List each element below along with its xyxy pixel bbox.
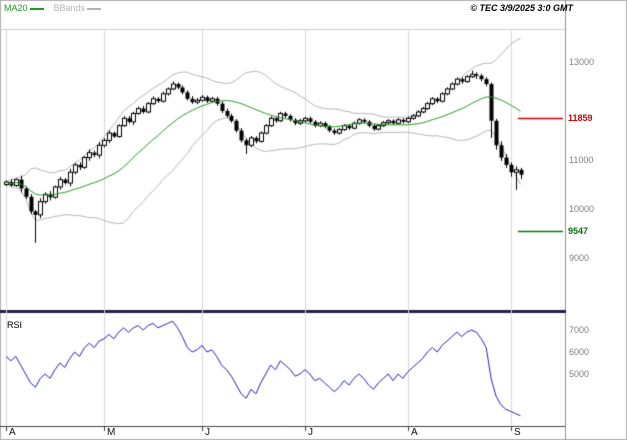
rsi-axis-tick: 6000 <box>569 347 590 357</box>
month-axis-label: A <box>411 427 418 438</box>
legend-item-bbands: BBands <box>54 3 102 14</box>
rsi-axis-tick: 5000 <box>569 369 590 379</box>
chart-legend: MA20 BBands <box>4 3 102 14</box>
month-axis-label: J <box>205 427 210 438</box>
legend-ma20-line-swatch <box>29 7 44 10</box>
legend-item-ma20: MA20 <box>4 3 44 14</box>
resistance-level-label: 11859 <box>568 112 593 123</box>
price-axis-tick: 13000 <box>569 57 595 67</box>
month-axis-label: S <box>514 427 521 438</box>
legend-bbands-label: BBands <box>53 3 86 13</box>
copyright-text: © TEC 3/9/2025 3:0 GMT <box>470 3 573 13</box>
price-axis-tick: 10000 <box>569 204 595 214</box>
rsi-pane-label: RSI <box>7 320 23 330</box>
price-axis-tick: 9000 <box>569 253 590 263</box>
month-axis-label: M <box>107 427 116 438</box>
support-level-label: 9547 <box>568 225 589 236</box>
legend-bbands-line-swatch <box>87 7 102 10</box>
month-axis-label: A <box>9 427 16 438</box>
month-axis-label: J <box>308 427 313 438</box>
price-axis-tick: 11000 <box>569 155 594 165</box>
rsi-axis-tick: 7000 <box>569 325 590 335</box>
legend-ma20-label: MA20 <box>4 3 28 13</box>
